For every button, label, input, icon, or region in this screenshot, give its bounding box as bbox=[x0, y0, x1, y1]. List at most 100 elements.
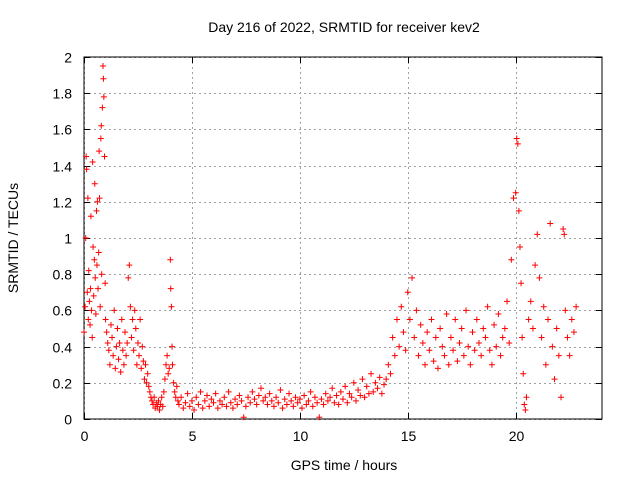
data-point bbox=[381, 381, 388, 388]
data-point bbox=[82, 303, 89, 310]
data-point bbox=[458, 325, 465, 332]
data-point bbox=[206, 403, 213, 410]
data-point bbox=[560, 225, 567, 232]
data-point bbox=[219, 401, 226, 408]
data-point bbox=[495, 311, 502, 318]
data-point bbox=[97, 135, 104, 142]
data-point bbox=[97, 303, 104, 310]
data-point bbox=[547, 220, 554, 227]
y-tick-label: 0.4 bbox=[53, 340, 73, 356]
data-point bbox=[281, 396, 288, 403]
data-point bbox=[378, 390, 385, 397]
data-point bbox=[82, 235, 89, 241]
data-point bbox=[134, 339, 141, 346]
data-point bbox=[333, 392, 340, 399]
data-point bbox=[516, 244, 523, 251]
data-point bbox=[279, 405, 286, 412]
data-point bbox=[99, 104, 106, 111]
data-point bbox=[523, 394, 530, 401]
data-point bbox=[368, 370, 375, 377]
data-point bbox=[553, 325, 560, 332]
data-point bbox=[107, 321, 114, 328]
data-point bbox=[430, 358, 437, 365]
data-point bbox=[415, 352, 422, 359]
data-point bbox=[257, 385, 264, 392]
data-point bbox=[148, 397, 155, 404]
data-point bbox=[529, 325, 536, 332]
data-point bbox=[126, 262, 133, 269]
data-point bbox=[85, 316, 92, 323]
data-point bbox=[275, 399, 282, 406]
data-point bbox=[393, 316, 400, 323]
data-point bbox=[144, 370, 151, 377]
data-point bbox=[85, 267, 92, 274]
data-point bbox=[225, 388, 232, 395]
data-point bbox=[342, 383, 349, 390]
data-point bbox=[344, 399, 351, 406]
x-tick-label: 10 bbox=[293, 428, 309, 444]
y-axis-label: SRMTID / TECUs bbox=[5, 183, 21, 293]
data-point bbox=[255, 392, 262, 399]
data-point bbox=[329, 385, 336, 392]
data-point bbox=[522, 406, 529, 413]
data-point bbox=[102, 280, 109, 287]
data-point bbox=[139, 343, 146, 350]
data-point bbox=[417, 321, 424, 328]
data-point bbox=[542, 361, 549, 368]
data-point bbox=[439, 343, 446, 350]
data-point bbox=[532, 262, 539, 269]
data-point bbox=[538, 334, 545, 341]
y-tick-label: 1.4 bbox=[53, 159, 73, 175]
data-point bbox=[168, 303, 175, 310]
data-point bbox=[125, 274, 132, 281]
data-point bbox=[513, 135, 520, 142]
data-point bbox=[201, 397, 208, 404]
data-point bbox=[385, 361, 392, 368]
data-point bbox=[445, 361, 452, 368]
data-point bbox=[465, 343, 472, 350]
data-point bbox=[106, 361, 113, 368]
data-point bbox=[242, 403, 249, 410]
data-point bbox=[508, 256, 515, 263]
data-point bbox=[118, 316, 125, 323]
data-point bbox=[188, 397, 195, 404]
data-point bbox=[150, 401, 157, 408]
data-point bbox=[84, 195, 91, 202]
data-point bbox=[441, 352, 448, 359]
data-point bbox=[169, 361, 176, 368]
y-tick-label: 1.2 bbox=[53, 195, 73, 211]
data-point bbox=[145, 383, 152, 390]
data-point bbox=[156, 406, 163, 413]
data-point bbox=[322, 390, 329, 397]
data-point bbox=[95, 249, 102, 256]
data-point bbox=[555, 352, 562, 359]
data-point bbox=[437, 325, 444, 332]
data-point bbox=[247, 399, 254, 406]
data-point bbox=[132, 325, 139, 332]
data-point bbox=[266, 390, 273, 397]
data-point bbox=[413, 307, 420, 314]
data-point bbox=[316, 414, 323, 421]
data-point bbox=[365, 390, 372, 397]
data-point bbox=[478, 352, 485, 359]
data-point bbox=[515, 207, 522, 214]
data-point bbox=[223, 403, 230, 410]
data-point bbox=[318, 396, 325, 403]
data-point bbox=[562, 307, 569, 314]
data-point bbox=[90, 244, 97, 251]
x-tick-label: 15 bbox=[401, 428, 417, 444]
data-point bbox=[161, 376, 168, 383]
data-point bbox=[422, 361, 429, 368]
data-point bbox=[324, 397, 331, 404]
data-point bbox=[195, 401, 202, 408]
grid bbox=[84, 57, 602, 420]
data-point bbox=[557, 394, 564, 401]
data-point bbox=[172, 394, 179, 401]
data-point bbox=[178, 394, 185, 401]
data-point bbox=[486, 347, 493, 354]
data-point bbox=[277, 387, 284, 394]
data-point bbox=[447, 334, 454, 341]
data-point bbox=[138, 365, 145, 372]
data-point bbox=[396, 343, 403, 350]
data-point bbox=[434, 365, 441, 372]
